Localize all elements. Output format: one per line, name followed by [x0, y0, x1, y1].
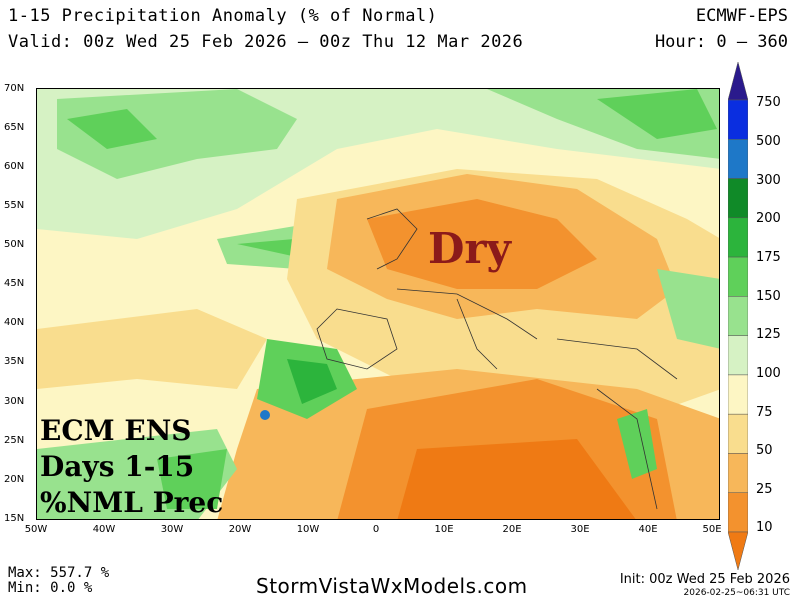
- site-name: StormVistaWxModels.com: [256, 574, 528, 598]
- lon-label: 40E: [638, 524, 658, 535]
- anomaly-map: [36, 88, 720, 520]
- colorbar-label: 125: [756, 327, 781, 342]
- min-value: Min: 0.0 %: [8, 580, 93, 596]
- lat-label: 35N: [4, 356, 25, 367]
- max-value: Max: 557.7 %: [8, 565, 110, 581]
- overlay-line-3: %NML Prec: [40, 486, 224, 519]
- lat-label: 15N: [4, 513, 25, 524]
- colorbar-label: 175: [756, 250, 781, 265]
- model-name: ECMWF-EPS: [695, 6, 788, 26]
- init-time: Init: 00z Wed 25 Feb 2026: [619, 572, 790, 587]
- lon-label: 30E: [570, 524, 590, 535]
- lat-label: 65N: [4, 122, 25, 133]
- colorbar-segment: [728, 492, 748, 533]
- colorbar-label: 750: [756, 95, 781, 110]
- colorbar-label: 300: [756, 173, 781, 188]
- colorbar-segment: [728, 374, 748, 415]
- lon-label: 20W: [228, 524, 252, 535]
- dry-annotation: Dry: [428, 224, 511, 273]
- lat-label: 45N: [4, 278, 25, 289]
- colorbar-label: 100: [756, 366, 781, 381]
- colorbar-label: 150: [756, 289, 781, 304]
- colorbar-segment: [728, 413, 748, 454]
- colorbar-label: 50: [756, 443, 773, 458]
- lat-label: 30N: [4, 396, 25, 407]
- colorbar-segment: [728, 335, 748, 376]
- lon-label: 40W: [92, 524, 116, 535]
- colorbar-label: 200: [756, 211, 781, 226]
- lat-label: 20N: [4, 474, 25, 485]
- colorbar-segment: [728, 217, 748, 258]
- lon-label: 50E: [702, 524, 722, 535]
- colorbar-label: 10: [756, 520, 773, 535]
- lat-label: 25N: [4, 435, 25, 446]
- colorbar-segment: [728, 256, 748, 297]
- overlay-line-1: ECM ENS: [40, 414, 192, 447]
- colorbar-segment: [728, 531, 748, 570]
- colorbar-segment: [728, 296, 748, 336]
- timestamp: 2026-02-25~06:31 UTC: [683, 588, 790, 598]
- colorbar-segment: [728, 139, 748, 179]
- overlay-line-2: Days 1-15: [40, 450, 195, 483]
- valid-period: Valid: 00z Wed 25 Feb 2026 – 00z Thu 12 …: [8, 32, 524, 52]
- colorbar-label: 500: [756, 134, 781, 149]
- lon-label: 50W: [24, 524, 48, 535]
- colorbar-segment: [728, 62, 748, 101]
- lon-label: 10W: [296, 524, 320, 535]
- lat-label: 40N: [4, 317, 25, 328]
- lon-label: 20E: [502, 524, 522, 535]
- lon-label: 0: [372, 524, 380, 535]
- forecast-hours: Hour: 0 – 360: [654, 32, 788, 52]
- lon-label: 30W: [160, 524, 184, 535]
- colorbar-segment: [728, 178, 748, 219]
- chart-title: 1-15 Precipitation Anomaly (% of Normal): [8, 6, 438, 26]
- lat-label: 50N: [4, 239, 25, 250]
- colorbar-label: 75: [756, 405, 773, 420]
- colorbar: [728, 62, 748, 570]
- colorbar-label: 25: [756, 482, 773, 497]
- lat-label: 55N: [4, 200, 25, 211]
- lon-label: 10E: [434, 524, 454, 535]
- colorbar-segment: [728, 99, 748, 140]
- lat-label: 60N: [4, 161, 25, 172]
- colorbar-segment: [728, 453, 748, 493]
- lat-label: 70N: [4, 83, 25, 94]
